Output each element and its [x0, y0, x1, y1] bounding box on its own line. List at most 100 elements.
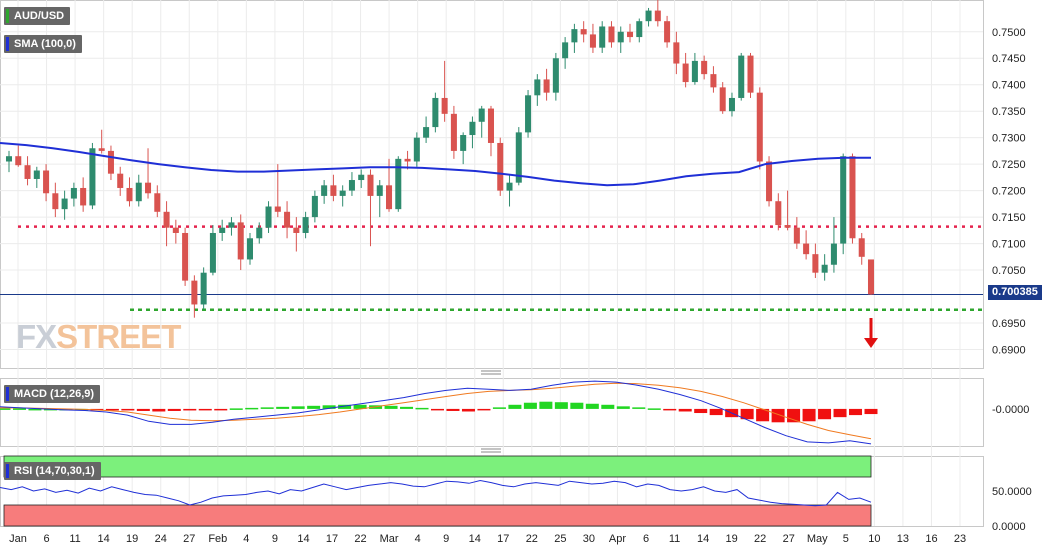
macd-label[interactable]: MACD (12,26,9) [4, 385, 101, 403]
candle-body [386, 185, 393, 210]
x-tick-label: 11 [69, 533, 80, 545]
x-tick-label: 17 [497, 533, 509, 545]
x-tick-label: Mar [380, 533, 399, 545]
macd-histogram-bar [570, 402, 584, 409]
macd-histogram-bar [663, 408, 677, 411]
candle-body [821, 264, 828, 273]
macd-histogram-bar [183, 408, 197, 411]
y-tick-label: 0.7350 [992, 106, 1026, 118]
macd-histogram-bar [12, 408, 26, 410]
macd-histogram-bar [28, 408, 42, 411]
rsi-y-tick-label: 0.0000 [992, 521, 1026, 533]
candle-body [664, 21, 671, 43]
macd-histogram-bar [864, 408, 878, 415]
macd-histogram-bar [477, 408, 491, 411]
candle-body [293, 227, 300, 233]
macd-histogram-bar [430, 408, 445, 411]
x-tick-label: 14 [697, 533, 709, 545]
rsi-label[interactable]: RSI (14,70,30,1) [4, 462, 101, 480]
candle-body [534, 79, 541, 96]
macd-histogram-bar [322, 405, 336, 409]
y-tick-label: 0.7400 [992, 80, 1026, 92]
candle-body [562, 42, 569, 59]
candle-body [450, 113, 457, 151]
macd-histogram-bar [400, 406, 414, 409]
macd-histogram-bar [740, 408, 754, 420]
candle-body [525, 95, 532, 133]
macd-histogram-bar [678, 408, 692, 412]
sma-label[interactable]: SMA (100,0) [4, 35, 82, 53]
candle-body [404, 158, 411, 162]
x-tick-label: 4 [243, 533, 249, 545]
macd-histogram-bar [492, 407, 506, 409]
candle-body [728, 97, 735, 112]
fxstreet-logo: FXSTREET [16, 318, 181, 355]
macd-histogram-bar [554, 402, 568, 409]
candle-body [497, 142, 504, 191]
macd-main-line [0, 380, 872, 445]
candle-body [413, 137, 420, 162]
candle-body [432, 97, 439, 128]
macd-histogram-bar [756, 408, 770, 422]
candle-body [571, 29, 578, 43]
macd-histogram-bar [307, 405, 321, 409]
candle-body [552, 58, 559, 93]
x-tick-label: 22 [354, 533, 366, 545]
candle-body [747, 55, 754, 93]
candle-body [209, 232, 216, 273]
rsi-swatch [6, 464, 9, 478]
candle-body [840, 156, 847, 244]
macd-text: MACD (12,26,9) [14, 388, 95, 400]
rsi-panel [0, 455, 872, 527]
x-tick-label: 4 [415, 533, 421, 545]
macd-histogram-bar [229, 408, 243, 410]
candle-body [145, 182, 152, 194]
candle-body [645, 10, 652, 22]
candle-body [543, 79, 550, 93]
rsi-line [0, 479, 872, 507]
candle-body [172, 227, 179, 233]
candle-body [330, 185, 337, 196]
rsi-overbought-zone [3, 455, 872, 478]
macd-histogram-bar [136, 408, 150, 411]
candle-body [738, 55, 745, 98]
x-tick-label: Apr [609, 533, 626, 545]
candle-body [460, 135, 467, 151]
macd-histogram-bar [105, 408, 119, 411]
x-tick-label: 17 [326, 533, 338, 545]
x-tick-label: 19 [126, 533, 138, 545]
macd-histogram-bar [198, 408, 212, 411]
candle-body [812, 254, 819, 273]
macd-histogram-bar [446, 408, 460, 411]
x-tick-label: 14 [297, 533, 309, 545]
x-tick-label: Feb [208, 533, 227, 545]
candle-body [719, 87, 726, 112]
sma-text: SMA (100,0) [14, 38, 76, 50]
candle-body [673, 42, 680, 64]
candle-body [117, 173, 124, 188]
candle-body [756, 92, 763, 162]
y-tick-label: 0.7500 [992, 27, 1026, 39]
candle-body [154, 193, 161, 212]
x-tick-label: 19 [726, 533, 738, 545]
candle-body [237, 222, 244, 260]
candle-body [701, 60, 708, 75]
candle-body [135, 182, 142, 202]
symbol-label[interactable]: AUD/USD [4, 7, 71, 25]
macd-histogram-bar [260, 407, 274, 409]
x-tick-label: 24 [155, 533, 167, 545]
candle-body [636, 21, 643, 38]
candle-body [80, 187, 87, 206]
candle-body [98, 148, 105, 151]
candle-body [24, 165, 31, 179]
candle-body [487, 108, 494, 143]
y-tick-label: 0.7300 [992, 133, 1026, 145]
candle-body [107, 150, 114, 174]
x-tick-label: 13 [897, 533, 909, 545]
macd-histogram-bar [802, 408, 816, 422]
macd-histogram-bar [818, 408, 832, 420]
candle-body [219, 227, 226, 233]
candle-body [682, 63, 689, 83]
x-tick-label: 22 [754, 533, 766, 545]
